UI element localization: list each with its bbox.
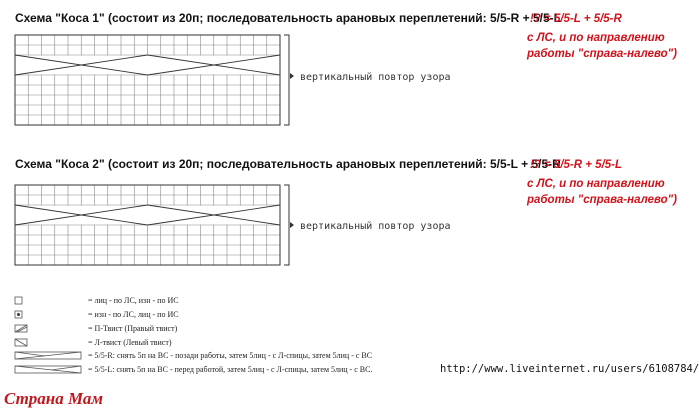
grid-frame (14, 184, 281, 266)
repeat-bracket (284, 34, 290, 126)
note: !? = 5/5-L + 5/5-R (530, 13, 623, 25)
legend-text: = Л-твист (Левый твист) (88, 338, 172, 347)
cable-band (15, 205, 280, 225)
cable (147, 204, 281, 226)
note: !? = 5/5-R + 5/5-L (530, 159, 622, 171)
legend-text: = изн - по ЛС, лиц - по ИС (88, 310, 179, 319)
url: http://www.liveinternet.ru/users/6108784… (440, 363, 699, 375)
cable (14, 204, 148, 226)
scheme-title: Схема "Коса 2" (состоит из 20п; последов… (15, 157, 561, 171)
note: работы "справа-налево") (526, 194, 677, 206)
note: работы "справа-налево") (526, 48, 677, 60)
arrow (290, 222, 294, 228)
repeat-bracket (284, 184, 290, 266)
repeat-label: вертикальный повтор узора (300, 220, 451, 232)
legend-symbols (14, 296, 82, 374)
watermark: Страна Мам (4, 389, 103, 408)
legend-text: = 5/5-L: снять 5п на ВС - перед работой,… (88, 365, 372, 374)
repeat-label: вертикальный повтор узора (300, 71, 451, 83)
legend-text: = П-Твист (Правый твист) (88, 324, 178, 333)
legend-text: = 5/5-R: снять 5п на ВС - позади работы,… (88, 351, 372, 360)
cable (14, 54, 148, 76)
scheme-title: Схема "Коса 1" (состоит из 20п; последов… (15, 11, 561, 25)
note: с ЛС, и по направлению (527, 178, 665, 190)
arrow (290, 73, 294, 79)
cable (147, 54, 281, 76)
legend-text: = лиц - по ЛС, изн - по ИС (88, 296, 179, 305)
cable-band (15, 55, 280, 75)
charts (14, 34, 290, 266)
grid-frame (14, 34, 281, 126)
note: с ЛС, и по направлению (527, 32, 665, 44)
